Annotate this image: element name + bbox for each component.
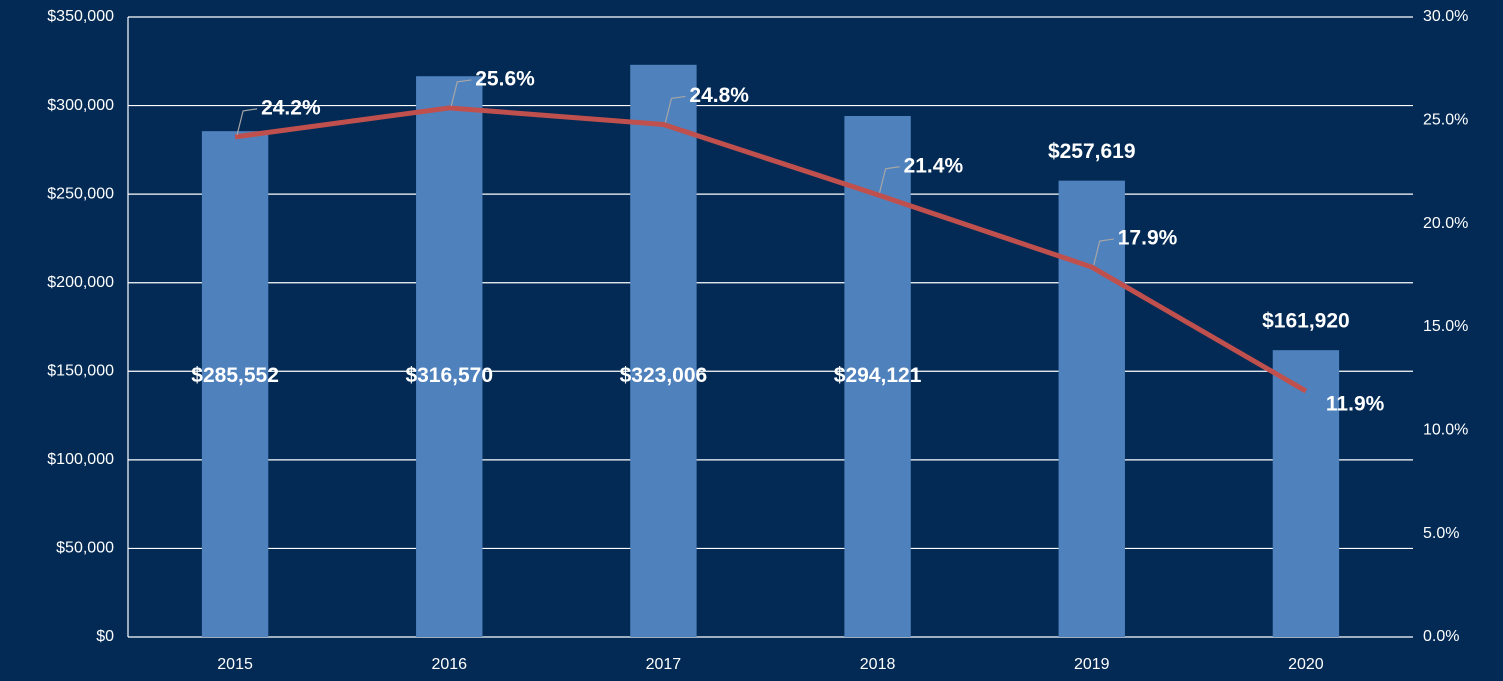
bar-value-label: $294,121: [834, 364, 922, 387]
line-value-label: 11.9%: [1326, 393, 1385, 416]
x-tick-label: 2017: [646, 656, 682, 673]
y2-tick-label: 0.0%: [1423, 628, 1459, 645]
x-tick-label: 2018: [860, 656, 896, 673]
line-value-label: 24.8%: [689, 84, 749, 107]
leader-line: [450, 79, 472, 107]
bar-value-label: $316,570: [405, 364, 493, 387]
x-tick-label: 2019: [1074, 656, 1110, 673]
bar: [630, 64, 697, 638]
bar: [201, 131, 269, 637]
x-tick-label: 2016: [431, 656, 467, 673]
bar-value-label: $285,552: [191, 364, 279, 387]
y-tick-label: $50,000: [56, 540, 114, 557]
line-value-label: 17.9%: [1118, 227, 1178, 250]
y2-tick-label: 20.0%: [1423, 215, 1468, 232]
bar: [1272, 350, 1340, 637]
y2-tick-label: 5.0%: [1423, 525, 1459, 542]
line-value-label: 21.4%: [904, 154, 964, 177]
leader-line: [664, 95, 686, 123]
x-tick-label: 2020: [1288, 656, 1324, 673]
bar: [416, 76, 483, 637]
y-tick-label: $200,000: [47, 274, 114, 291]
x-tick-label: 2015: [217, 656, 253, 673]
y2-tick-label: 25.0%: [1423, 112, 1468, 129]
y-tick-label: $0: [96, 628, 114, 645]
bar-value-label: $323,006: [620, 364, 708, 387]
y2-tick-label: 10.0%: [1423, 422, 1468, 439]
y-tick-label: $100,000: [47, 451, 114, 468]
leader-line: [1093, 238, 1114, 266]
y-tick-label: $350,000: [47, 8, 114, 25]
y-tick-label: $300,000: [47, 97, 114, 114]
line-value-label: 25.6%: [475, 67, 535, 90]
y2-tick-label: 15.0%: [1423, 318, 1468, 335]
y2-tick-label: 30.0%: [1423, 8, 1468, 25]
y-tick-label: $150,000: [47, 363, 114, 380]
line: [234, 105, 1308, 394]
bar-value-label: $161,920: [1262, 310, 1350, 333]
leader-line: [879, 166, 900, 193]
y-tick-label: $250,000: [47, 185, 114, 202]
bar-value-label: $257,619: [1048, 140, 1136, 163]
line-value-label: 24.2%: [261, 96, 321, 119]
bar: [1058, 180, 1125, 637]
leader-line: [236, 108, 258, 136]
